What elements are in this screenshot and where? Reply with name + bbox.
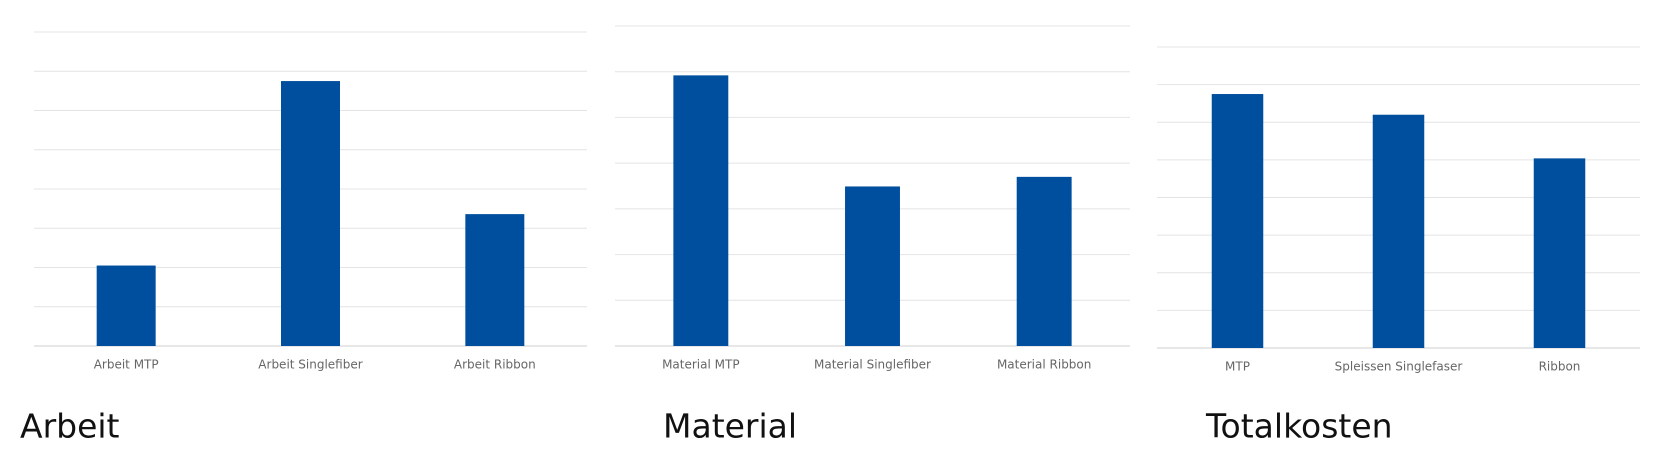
chart-title: Material [663, 407, 797, 446]
bar [1372, 114, 1425, 348]
bar [96, 265, 156, 346]
bar [465, 214, 525, 346]
bar [1533, 158, 1586, 348]
chart-title: Totalkosten [1205, 407, 1393, 446]
x-tick-label: Material Singlefiber [814, 358, 931, 372]
chart-title: Arbeit [20, 407, 120, 446]
bar [673, 75, 729, 346]
bar [845, 186, 900, 346]
x-tick-label: Material MTP [662, 358, 739, 372]
x-tick-label: Ribbon [1539, 360, 1581, 374]
bar [1016, 176, 1072, 346]
x-tick-label: Material Ribbon [997, 358, 1091, 372]
x-tick-label: MTP [1225, 360, 1250, 374]
bar [281, 81, 340, 346]
x-tick-label: Arbeit Singlefiber [258, 358, 362, 372]
bar [1211, 94, 1264, 348]
x-tick-label: Spleissen Singlefaser [1335, 360, 1463, 374]
x-tick-label: Arbeit MTP [94, 358, 159, 372]
x-tick-label: Arbeit Ribbon [454, 358, 536, 372]
